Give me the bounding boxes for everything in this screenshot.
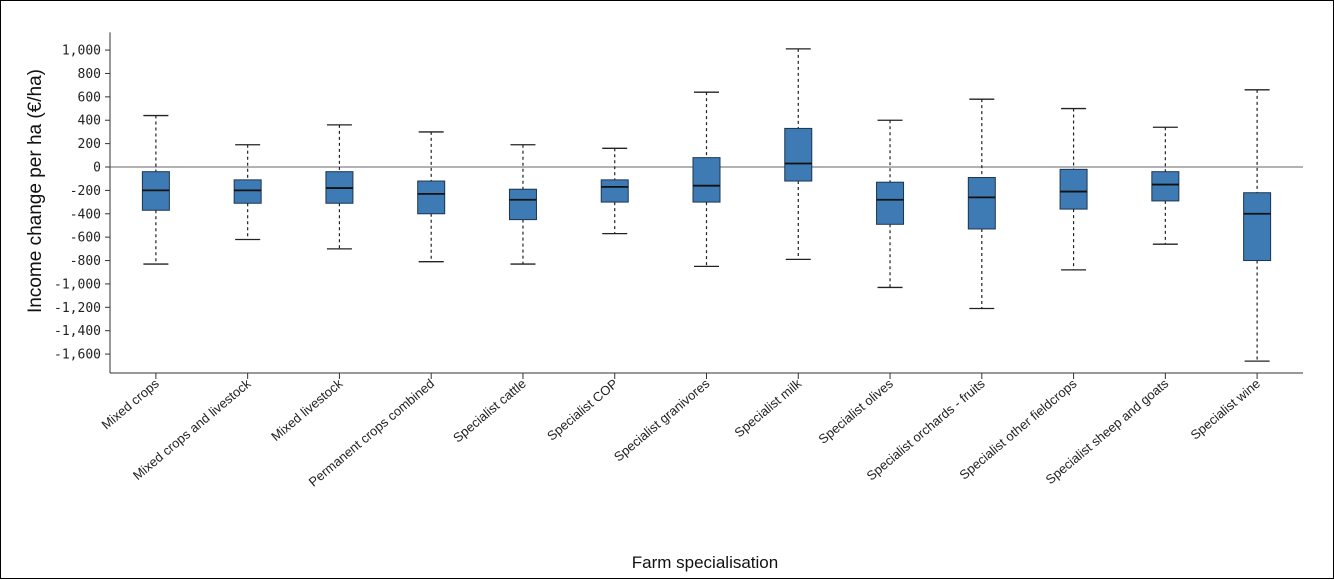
box-group <box>692 91 721 268</box>
labels-layer: 1,000 800 600 400 200 0 -200 -400 -600 -800 -1,000… <box>54 44 1263 490</box>
box-group <box>417 131 446 263</box>
y-tick-label: -600 <box>70 231 101 246</box>
y-tick-label: -1,600 <box>54 348 101 363</box>
y-tick-label: -1,200 <box>54 301 101 316</box>
y-tick-label: -400 <box>70 207 101 222</box>
y-tick-label: 200 <box>78 137 101 152</box>
x-tick-label: Mixed crops <box>98 375 162 432</box>
y-tick-label: -800 <box>70 254 101 269</box>
y-tick-label: 1,000 <box>62 44 101 59</box>
x-tick-label: Specialist wine <box>1188 376 1264 443</box>
iqr-box <box>1243 192 1272 262</box>
iqr-box <box>1151 171 1180 202</box>
y-tick-label: 600 <box>78 90 101 105</box>
box-group <box>1243 89 1272 362</box>
boxes-layer <box>141 48 1272 362</box>
y-tick-label: -1,400 <box>54 324 101 339</box>
box-group <box>233 144 262 241</box>
box-group <box>141 114 170 265</box>
x-tick-label: Specialist granivores <box>611 375 713 464</box>
iqr-box <box>692 157 721 203</box>
iqr-box <box>1059 168 1088 210</box>
box-group <box>967 98 996 310</box>
x-tick-label: Mixed livestock <box>268 375 346 443</box>
box-group <box>1151 126 1180 245</box>
iqr-box <box>600 179 629 203</box>
box-group <box>600 147 629 235</box>
box-group <box>325 124 354 250</box>
iqr-box <box>784 127 813 182</box>
y-tick-label: 0 <box>93 161 101 176</box>
box-group <box>1059 107 1088 271</box>
y-axis-title: Income change per ha (€/ha) <box>25 69 46 313</box>
y-tick-label: 400 <box>78 114 101 129</box>
x-tick-label: Specialist olives <box>815 375 896 446</box>
y-tick-label: 800 <box>78 67 101 82</box>
box-group <box>784 48 813 261</box>
x-axis-title: Farm specialisation <box>632 553 778 572</box>
axes-layer <box>105 32 1303 379</box>
box-group <box>876 119 905 289</box>
x-tick-label: Specialist cattle <box>450 376 529 446</box>
x-tick-label: Specialist milk <box>731 375 804 440</box>
iqr-box <box>508 188 537 221</box>
box-group <box>508 144 537 265</box>
iqr-box <box>876 181 905 225</box>
y-tick-label: -1,000 <box>54 277 101 292</box>
x-tick-label: Specialist COP <box>544 376 621 444</box>
iqr-box <box>233 179 262 204</box>
iqr-box <box>417 180 446 215</box>
iqr-box <box>967 177 996 230</box>
y-tick-label: -200 <box>70 184 101 199</box>
